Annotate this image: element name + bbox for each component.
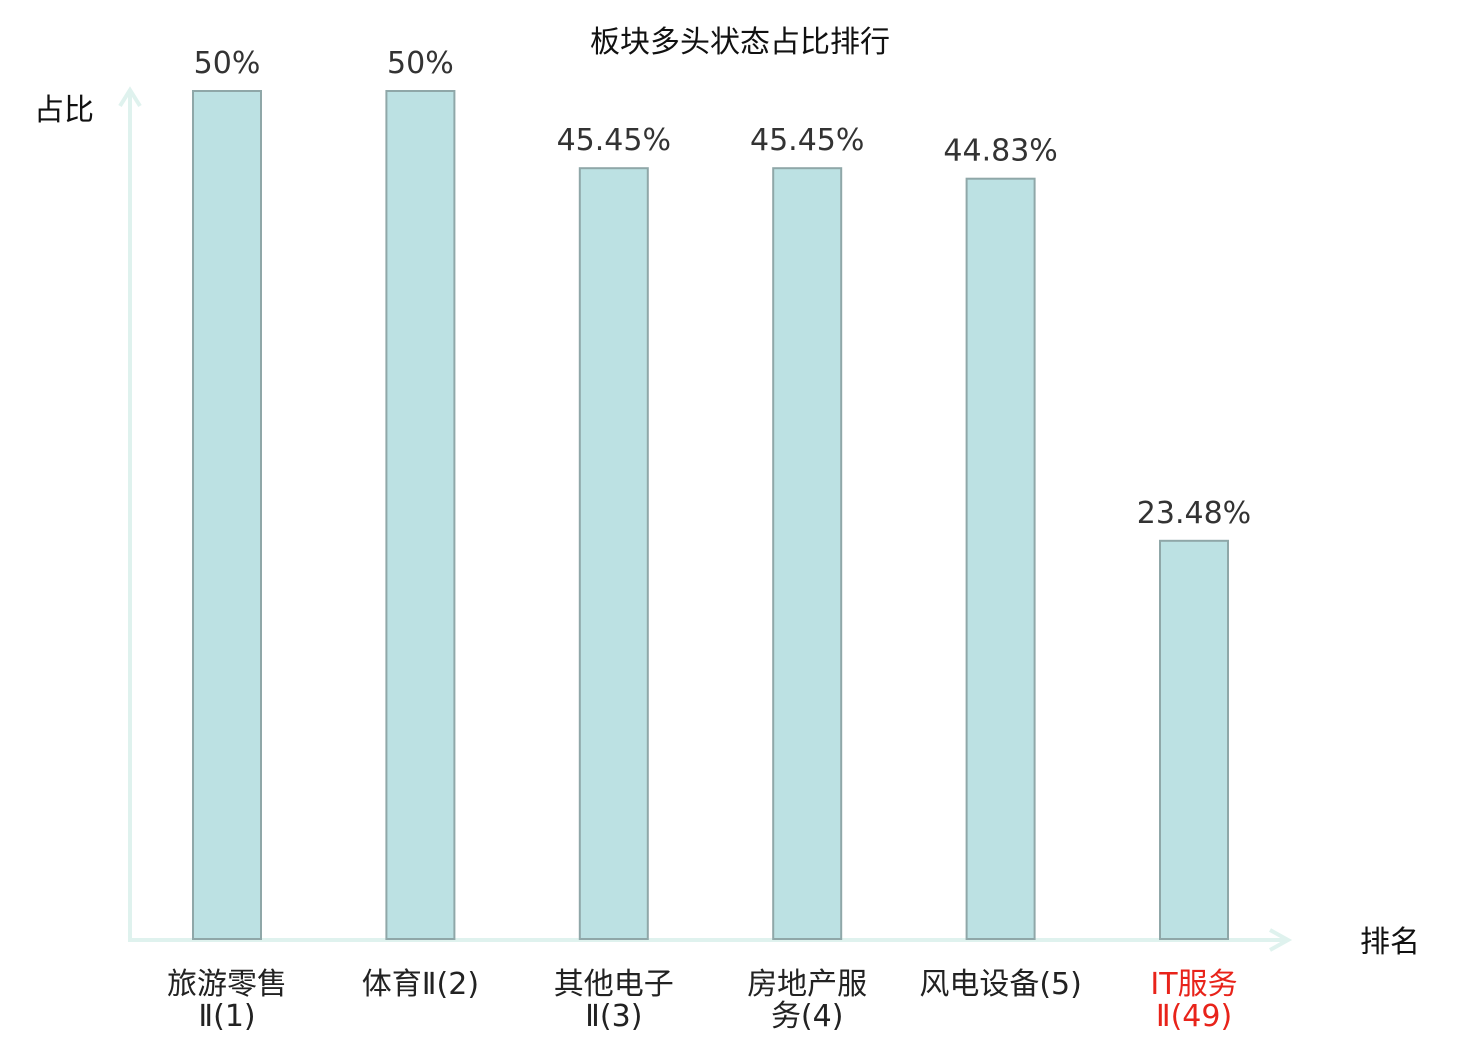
category-label-6: IT服务 Ⅱ(49) [1150, 967, 1237, 1034]
category-label-5: 风电设备(5) [919, 967, 1082, 1002]
x-axis-arrow [1269, 928, 1293, 952]
bar-2 [385, 90, 456, 940]
bar-4 [772, 167, 843, 940]
bar-3 [578, 167, 649, 940]
bar-6 [1159, 539, 1229, 940]
value-label-2: 50% [387, 46, 454, 81]
category-label-1: 旅游零售 Ⅱ(1) [167, 967, 287, 1034]
value-label-3: 45.45% [557, 123, 671, 158]
category-label-3: 其他电子 Ⅱ(3) [554, 967, 674, 1034]
bar-series [192, 90, 1229, 940]
value-label-1: 50% [194, 46, 261, 81]
chart-title: 板块多头状态占比排行 [590, 25, 890, 60]
value-label-4: 45.45% [750, 123, 864, 158]
category-label-4: 房地产服务(4) [747, 967, 867, 1034]
x-axis-label: 排名 [1360, 925, 1420, 960]
value-label-5: 44.83% [943, 134, 1057, 169]
bar-1 [192, 90, 262, 940]
y-axis-arrow [118, 86, 142, 108]
value-labels: 50% 50% 45.45% 45.45% 44.83% 23.48% [194, 46, 1252, 531]
y-axis-label: 占比 [34, 93, 94, 128]
category-labels: 旅游零售 Ⅱ(1) 体育Ⅱ(2) 其他电子 Ⅱ(3) 房地产服务(4) 风电设备(5) IT服… [167, 967, 1238, 1034]
value-label-6: 23.48% [1137, 496, 1251, 531]
bar-5 [965, 177, 1036, 940]
category-label-2: 体育Ⅱ(2) [362, 967, 479, 1002]
